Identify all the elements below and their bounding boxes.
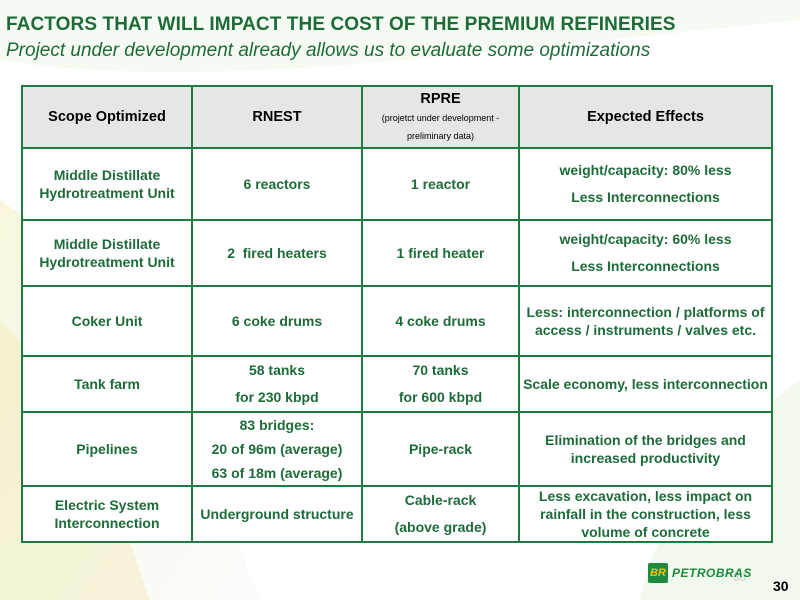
- cell-line: 20 of 96m (average): [211, 441, 343, 457]
- cell-line: 70 tanks: [412, 362, 469, 378]
- cell-line: 58 tanks: [248, 362, 306, 378]
- cell-line: Elimination of the bridges and increased…: [545, 432, 746, 466]
- row-scope: Middle Distillate Hydrotreatment Unit: [21, 219, 193, 287]
- row-rnest: 6 coke drums: [191, 285, 363, 357]
- page-title: FACTORS THAT WILL IMPACT THE COST OF THE…: [6, 14, 676, 35]
- petrobras-logo: BR PETROBRAS: [648, 563, 752, 583]
- row-effects: weight/capacity: 80% less Less Interconn…: [518, 147, 773, 221]
- cell-line: Pipe-rack: [408, 441, 473, 457]
- cell-line: 1 fired heater: [396, 245, 485, 261]
- row-rpre: Pipe-rack: [361, 411, 520, 487]
- row-rpre: 4 coke drums: [361, 285, 520, 357]
- row-effects: Less: interconnection / platforms of acc…: [518, 285, 773, 357]
- cell-line: weight/capacity: 80% less: [559, 162, 732, 178]
- row-scope: Tank farm: [21, 355, 193, 413]
- table-row: Middle Distillate Hydrotreatment Unit 6 …: [21, 147, 773, 221]
- table-row: Electric System Interconnection Undergro…: [21, 485, 773, 543]
- table-row: Tank farm 58 tanks for 230 kbpd 70 tanks…: [21, 355, 773, 413]
- row-effects: Elimination of the bridges and increased…: [518, 411, 773, 487]
- header-rpre-label: RPRE: [420, 91, 461, 107]
- cell-line: Less Interconnections: [571, 189, 720, 205]
- header-rpre: RPRE (projetct under development - preli…: [361, 85, 520, 149]
- row-rnest: Underground structure: [191, 485, 363, 543]
- cell-line: Cable-rack: [404, 492, 477, 508]
- cell-line: for 600 kbpd: [398, 389, 483, 405]
- table-row: Coker Unit 6 coke drums 4 coke drums Les…: [21, 285, 773, 357]
- cell-line: Less: interconnection / platforms of acc…: [526, 304, 765, 338]
- row-effects: weight/capacity: 60% less Less Interconn…: [518, 219, 773, 287]
- ghost-page-number: 30: [733, 570, 747, 584]
- row-effects: Less excavation, less impact on rainfall…: [518, 485, 773, 543]
- header-scope: Scope Optimized: [21, 85, 193, 149]
- header-rnest: RNEST: [191, 85, 363, 149]
- cell-line: weight/capacity: 60% less: [559, 231, 732, 247]
- cell-line: 2 fired heaters: [227, 245, 327, 261]
- page-subtitle: Project under development already allows…: [6, 40, 651, 61]
- cell-line: Underground structure: [200, 506, 354, 522]
- row-effects: Scale economy, less interconnection: [518, 355, 773, 413]
- row-rnest: 6 reactors: [191, 147, 363, 221]
- comparison-table: Scope Optimized RNEST RPRE (projetct und…: [21, 85, 773, 543]
- table-row: Pipelines 83 bridges: 20 of 96m (average…: [21, 411, 773, 487]
- row-rpre: Cable-rack (above grade): [361, 485, 520, 543]
- row-rnest: 83 bridges: 20 of 96m (average) 63 of 18…: [191, 411, 363, 487]
- row-scope: Electric System Interconnection: [21, 485, 193, 543]
- table-header-row: Scope Optimized RNEST RPRE (projetct und…: [21, 85, 773, 149]
- row-scope: Coker Unit: [21, 285, 193, 357]
- cell-line: 1 reactor: [410, 176, 471, 192]
- row-scope: Middle Distillate Hydrotreatment Unit: [21, 147, 193, 221]
- cell-line: Scale economy, less interconnection: [523, 376, 768, 392]
- cell-line: Less excavation, less impact on rainfall…: [538, 488, 753, 540]
- cell-line: 63 of 18m (average): [211, 465, 343, 481]
- br-logo-icon: BR: [648, 563, 668, 583]
- page-number: 30: [773, 578, 789, 594]
- row-rnest: 58 tanks for 230 kbpd: [191, 355, 363, 413]
- row-rpre: 1 reactor: [361, 147, 520, 221]
- header-rpre-note: (projetct under development - preliminar…: [381, 113, 500, 141]
- row-scope: Pipelines: [21, 411, 193, 487]
- row-rpre: 1 fired heater: [361, 219, 520, 287]
- row-rnest: 2 fired heaters: [191, 219, 363, 287]
- cell-line: 6 coke drums: [231, 313, 323, 329]
- header-effects: Expected Effects: [518, 85, 773, 149]
- logo-text: PETROBRAS: [672, 566, 752, 580]
- cell-line: (above grade): [394, 519, 487, 535]
- row-rpre: 70 tanks for 600 kbpd: [361, 355, 520, 413]
- cell-line: 4 coke drums: [395, 313, 486, 329]
- table-row: Middle Distillate Hydrotreatment Unit 2 …: [21, 219, 773, 287]
- cell-line: 83 bridges:: [239, 417, 315, 433]
- cell-line: Less Interconnections: [571, 258, 720, 274]
- cell-line: 6 reactors: [243, 176, 311, 192]
- cell-line: for 230 kbpd: [235, 389, 319, 405]
